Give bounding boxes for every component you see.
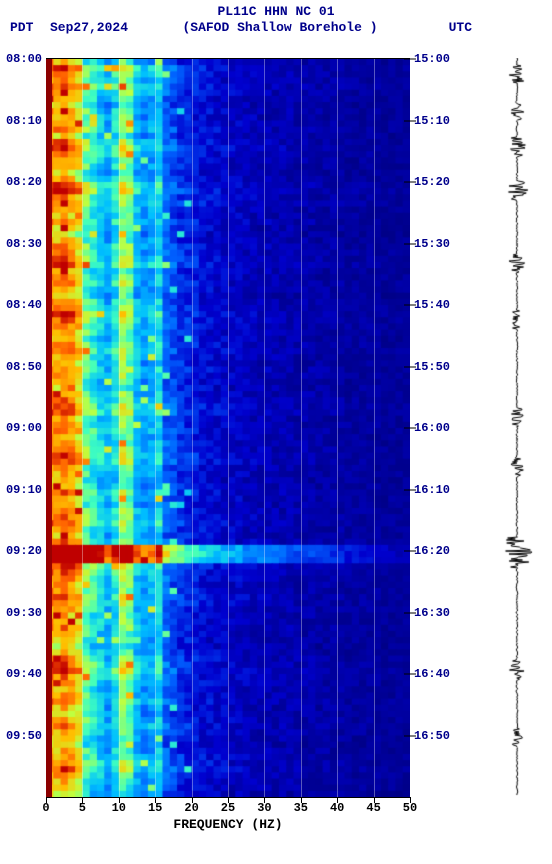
chart-header: PL11C HHN NC 01 PDT Sep27,2024 (SAFOD Sh… xyxy=(0,2,552,20)
tz-left-label: PDT xyxy=(10,20,33,35)
xtick-label: 30 xyxy=(257,801,271,815)
ytick-right-label: 15:10 xyxy=(414,114,450,128)
xtick-label: 20 xyxy=(184,801,198,815)
ytick-right-label: 16:00 xyxy=(414,421,450,435)
ytick-right-label: 16:50 xyxy=(414,729,450,743)
gridline-v xyxy=(374,59,375,797)
ytick-right-label: 15:00 xyxy=(414,52,450,66)
xtick-label: 10 xyxy=(112,801,126,815)
waveform-panel xyxy=(498,58,536,796)
spectrogram-plot: FREQUENCY (HZ) 0510152025303540455008:00… xyxy=(46,58,410,798)
ytick-right-label: 15:20 xyxy=(414,175,450,189)
gridline-v xyxy=(337,59,338,797)
ytick-left-label: 08:10 xyxy=(6,114,42,128)
station-label: (SAFOD Shallow Borehole ) xyxy=(150,20,410,35)
gridline-v xyxy=(228,59,229,797)
date-label: Sep27,2024 xyxy=(50,20,128,35)
gridline-v xyxy=(264,59,265,797)
ytick-right-label: 16:20 xyxy=(414,544,450,558)
ytick-left-label: 08:40 xyxy=(6,298,42,312)
ytick-left-label: 08:20 xyxy=(6,175,42,189)
ytick-right-label: 16:40 xyxy=(414,667,450,681)
title-line1: PL11C HHN NC 01 xyxy=(217,4,334,19)
xtick-label: 5 xyxy=(79,801,86,815)
ytick-right-label: 16:10 xyxy=(414,483,450,497)
ytick-left-label: 09:10 xyxy=(6,483,42,497)
gridline-v xyxy=(119,59,120,797)
xtick-label: 35 xyxy=(294,801,308,815)
ytick-left-label: 08:30 xyxy=(6,237,42,251)
gridline-v xyxy=(192,59,193,797)
ytick-right-label: 15:40 xyxy=(414,298,450,312)
ytick-left-label: 09:20 xyxy=(6,544,42,558)
ytick-right-label: 16:30 xyxy=(414,606,450,620)
waveform-canvas xyxy=(498,58,536,796)
xtick-label: 45 xyxy=(366,801,380,815)
ytick-left-label: 08:00 xyxy=(6,52,42,66)
tz-right-label: UTC xyxy=(449,20,472,35)
ytick-left-label: 08:50 xyxy=(6,360,42,374)
xtick-label: 25 xyxy=(221,801,235,815)
gridline-v xyxy=(82,59,83,797)
ytick-right-label: 15:50 xyxy=(414,360,450,374)
xtick-label: 40 xyxy=(330,801,344,815)
xtick-label: 0 xyxy=(42,801,49,815)
page-root: PL11C HHN NC 01 PDT Sep27,2024 (SAFOD Sh… xyxy=(0,0,552,864)
ytick-left-label: 09:50 xyxy=(6,729,42,743)
gridline-v xyxy=(301,59,302,797)
low-freq-edge-bar xyxy=(46,59,52,797)
ytick-left-label: 09:40 xyxy=(6,667,42,681)
ytick-left-label: 09:00 xyxy=(6,421,42,435)
gridline-v xyxy=(155,59,156,797)
x-axis-label: FREQUENCY (HZ) xyxy=(46,817,410,832)
ytick-right-label: 15:30 xyxy=(414,237,450,251)
ytick-left-label: 09:30 xyxy=(6,606,42,620)
xtick-label: 50 xyxy=(403,801,417,815)
xtick-label: 15 xyxy=(148,801,162,815)
